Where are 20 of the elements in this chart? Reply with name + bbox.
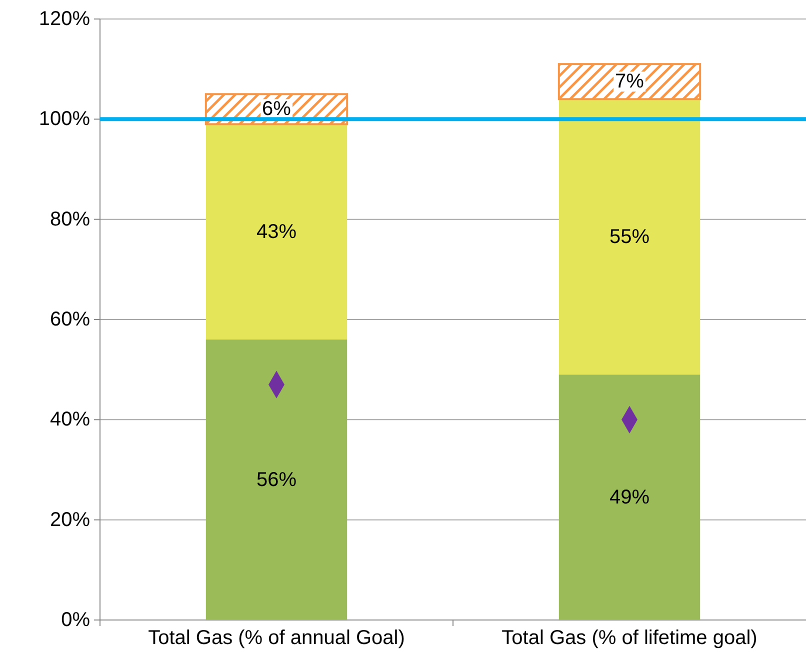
bar (206, 340, 348, 620)
bar (558, 63, 702, 100)
y-tick-label: 40% (50, 408, 90, 431)
bar (206, 124, 348, 340)
data-label: 6% (262, 98, 292, 120)
x-tick-label: Total Gas (% of lifetime goal) (502, 627, 758, 649)
bar (558, 374, 700, 620)
y-tick-label: 0% (61, 609, 90, 631)
x-tick-label: Total Gas (% of annual Goal) (148, 627, 405, 649)
bar (558, 99, 700, 375)
data-label: 49% (609, 486, 650, 508)
data-label: 7% (615, 70, 644, 93)
data-label: 55% (609, 226, 650, 248)
data-label: 43% (256, 220, 297, 243)
y-tick-label: 120% (38, 8, 90, 30)
y-tick-label: 80% (50, 208, 90, 230)
y-tick-label: 60% (50, 308, 90, 330)
y-tick-label: 20% (50, 508, 90, 531)
y-tick-label: 100% (38, 108, 90, 130)
data-label: 56% (256, 468, 297, 491)
